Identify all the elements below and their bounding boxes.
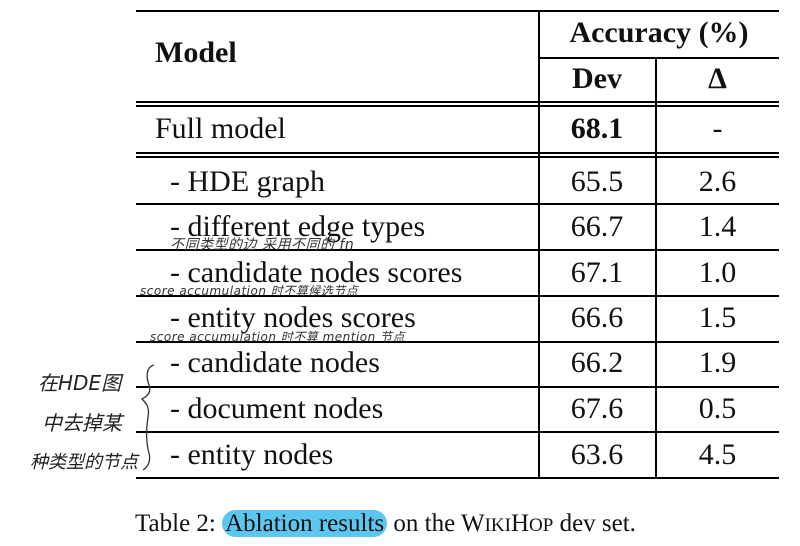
row-rule bbox=[136, 341, 779, 343]
header-delta: Δ bbox=[708, 62, 727, 95]
row-rule bbox=[136, 386, 779, 388]
row-dev: 66.2 bbox=[570, 346, 624, 379]
row-rule bbox=[136, 249, 779, 251]
caption-suffix: dev set. bbox=[553, 510, 636, 537]
caption-highlight: Ablation results bbox=[222, 510, 388, 537]
col-divider-2 bbox=[655, 57, 657, 478]
row-model: - candidate nodes bbox=[170, 346, 380, 379]
row-dev: 67.1 bbox=[570, 256, 624, 289]
full-model-dev: 68.1 bbox=[570, 112, 624, 145]
handwritten-note-entity-scores: score accumulation 时不算 mention 节点 bbox=[150, 330, 406, 344]
full-model-delta: - bbox=[712, 112, 723, 145]
table-caption: Table 2: Ablation results on the WIKIHOP… bbox=[135, 508, 636, 542]
bottom-rule bbox=[136, 477, 779, 479]
row-dev: 67.6 bbox=[570, 392, 624, 425]
row-model: - entity nodes scores bbox=[170, 301, 416, 334]
row-model: - HDE graph bbox=[170, 165, 325, 198]
margin-note-line2: 中去掉某 bbox=[42, 411, 122, 435]
margin-note-line3: 种类型的节点 bbox=[30, 452, 138, 473]
full-rule-2 bbox=[136, 156, 779, 158]
brace-icon bbox=[140, 364, 155, 471]
row-model: - document nodes bbox=[170, 392, 384, 425]
row-delta: 4.5 bbox=[698, 438, 737, 471]
row-dev: 66.6 bbox=[570, 301, 624, 334]
row-delta: 1.0 bbox=[698, 256, 737, 289]
row-rule bbox=[136, 295, 779, 297]
row-model: - entity nodes bbox=[170, 438, 334, 471]
row-dev: 66.7 bbox=[570, 210, 624, 243]
row-dev: 63.6 bbox=[570, 438, 624, 471]
row-rule bbox=[136, 203, 779, 205]
full-rule-1 bbox=[136, 152, 779, 154]
row-delta: 2.6 bbox=[698, 165, 737, 198]
row-rule bbox=[136, 431, 779, 433]
row-model: - candidate nodes scores bbox=[170, 256, 463, 289]
caption-hop-h: H bbox=[510, 510, 530, 537]
caption-smallcaps-2: OP bbox=[529, 515, 554, 536]
handwritten-note-edge-types: 不同类型的边 采用不同的 fn bbox=[170, 237, 355, 253]
row-delta: 1.9 bbox=[698, 346, 737, 379]
full-model-label: Full model bbox=[155, 112, 286, 145]
row-dev: 65.5 bbox=[570, 165, 624, 198]
caption-middle: on the W bbox=[387, 510, 485, 537]
accuracy-subrule bbox=[539, 57, 779, 59]
col-divider-1 bbox=[538, 11, 540, 478]
caption-smallcaps: IKI bbox=[484, 515, 511, 536]
header-model: Model bbox=[155, 36, 237, 69]
row-delta: 0.5 bbox=[698, 392, 737, 425]
header-rule-2 bbox=[136, 105, 779, 107]
row-delta: 1.4 bbox=[698, 210, 737, 243]
top-rule bbox=[136, 10, 779, 12]
margin-note-line1: 在HDE图 bbox=[38, 371, 122, 395]
row-model: - different edge types bbox=[170, 210, 426, 243]
handwritten-note-candidate-scores: score accumulation 时不算候选节点 bbox=[140, 284, 359, 298]
header-rule-1 bbox=[136, 101, 779, 103]
header-dev: Dev bbox=[572, 62, 622, 95]
caption-prefix: Table 2: bbox=[135, 510, 223, 537]
header-accuracy: Accuracy (%) bbox=[569, 16, 749, 49]
row-delta: 1.5 bbox=[698, 301, 737, 334]
